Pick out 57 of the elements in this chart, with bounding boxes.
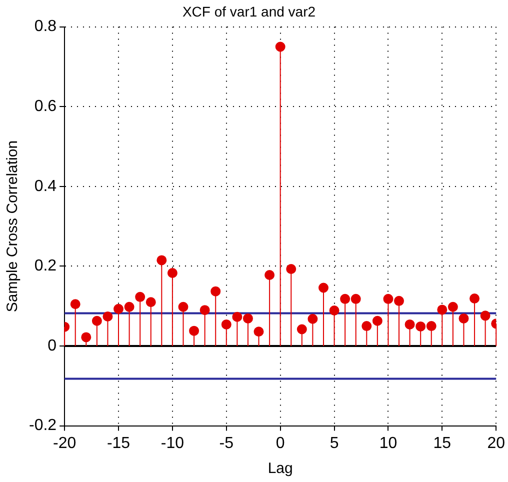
y-tick-label: 0.4	[34, 178, 57, 195]
point	[458, 313, 469, 324]
point	[372, 316, 382, 326]
x-axis-title: Lag	[268, 460, 293, 478]
point	[404, 319, 415, 330]
point	[318, 282, 328, 293]
point	[329, 305, 340, 316]
y-tick-label: -0.2	[28, 417, 57, 434]
point	[426, 321, 436, 332]
point	[416, 321, 426, 332]
x-tick-label: 5	[330, 434, 339, 452]
x-tick-label: -10	[160, 434, 184, 452]
point	[200, 305, 210, 316]
point	[189, 326, 200, 336]
x-tick-label: 10	[379, 434, 398, 452]
point	[350, 294, 361, 304]
x-tick-label: -20	[53, 434, 76, 452]
point	[286, 264, 296, 274]
chart-title: XCF of var1 and var2	[182, 3, 316, 20]
x-tick-label: 15	[433, 434, 452, 452]
y-tick-label: 0.8	[34, 18, 57, 36]
point	[146, 297, 156, 308]
point	[480, 310, 490, 321]
point	[448, 302, 458, 312]
y-tick-label: 0.6	[34, 98, 57, 116]
point	[210, 286, 221, 296]
x-tick-label: -15	[106, 434, 130, 452]
x-tick-label: 0	[276, 434, 285, 452]
point	[264, 270, 275, 280]
point	[81, 332, 92, 342]
point	[221, 319, 232, 330]
point	[254, 326, 264, 337]
point	[70, 299, 80, 310]
point	[178, 302, 188, 312]
point	[114, 304, 124, 314]
point	[275, 42, 286, 52]
point	[383, 294, 394, 304]
point	[242, 313, 253, 324]
y-axis-title: Sample Cross Correlation	[4, 140, 22, 312]
point	[362, 321, 372, 332]
point	[102, 311, 113, 322]
point	[124, 302, 134, 312]
point	[340, 294, 350, 304]
point	[92, 316, 102, 326]
point	[232, 312, 242, 322]
y-tick-label: 0	[48, 337, 57, 354]
point	[470, 294, 480, 304]
point	[437, 304, 448, 315]
point	[308, 314, 318, 324]
point	[296, 324, 307, 334]
point	[135, 292, 146, 302]
point	[394, 296, 404, 306]
x-tick-label: -5	[219, 434, 234, 452]
point	[167, 268, 178, 278]
point	[156, 255, 167, 266]
x-tick-label: 20	[487, 434, 506, 452]
y-tick-label: 0.2	[34, 258, 57, 275]
